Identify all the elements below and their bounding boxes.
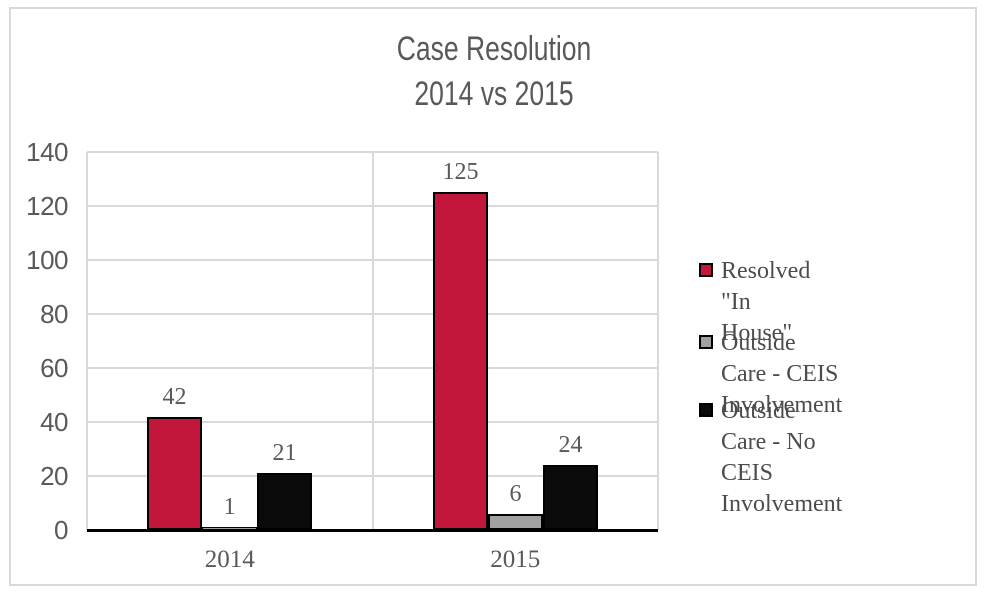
legend-label: Outside Care - No CEIS Involvement xyxy=(721,398,843,517)
bar-value-label: 125 xyxy=(442,159,479,185)
gridline-vertical xyxy=(657,152,659,530)
y-tick-label: 0 xyxy=(54,515,68,545)
y-tick-label: 40 xyxy=(40,407,68,437)
gridline-vertical xyxy=(86,152,88,530)
bar-value-label: 24 xyxy=(558,432,583,458)
bar xyxy=(543,465,598,530)
plot-area: 42 1 21 125 6 24 xyxy=(86,151,659,532)
legend-label: Outside Care - CEIS Involvement xyxy=(721,330,843,418)
chart-title-line2: 2014 vs 2015 xyxy=(414,75,574,113)
gridline-vertical xyxy=(372,152,374,530)
legend-item: Outside Care - No CEIS Involvement xyxy=(699,396,842,520)
legend-swatch xyxy=(699,403,713,417)
x-category-label: 2015 xyxy=(490,546,541,573)
bar xyxy=(488,514,543,530)
x-category-label: 2014 xyxy=(204,546,255,573)
y-tick-label: 100 xyxy=(26,245,68,275)
bar-value-label: 42 xyxy=(162,384,187,410)
legend-label: Resolved "In House" xyxy=(721,258,811,346)
x-axis-line xyxy=(87,529,658,532)
y-tick-label: 140 xyxy=(26,137,68,167)
bar xyxy=(433,192,488,530)
legend-swatch xyxy=(699,335,713,349)
bar xyxy=(147,417,202,530)
bar-value-label: 21 xyxy=(272,440,297,466)
chart-title: Case Resolution 2014 vs 2015 xyxy=(109,27,880,117)
bar-value-label: 1 xyxy=(223,494,236,520)
legend-item: Outside Care - CEIS Involvement xyxy=(699,328,842,421)
legend-item: Resolved "In House" xyxy=(699,256,810,349)
legend-swatch xyxy=(699,263,713,277)
y-tick-label: 20 xyxy=(40,461,68,491)
y-tick-label: 120 xyxy=(26,191,68,221)
chart-title-line1: Case Resolution xyxy=(396,30,592,68)
bar-value-label: 6 xyxy=(509,481,522,507)
y-tick-label: 80 xyxy=(40,299,68,329)
y-tick-label: 60 xyxy=(40,353,68,383)
